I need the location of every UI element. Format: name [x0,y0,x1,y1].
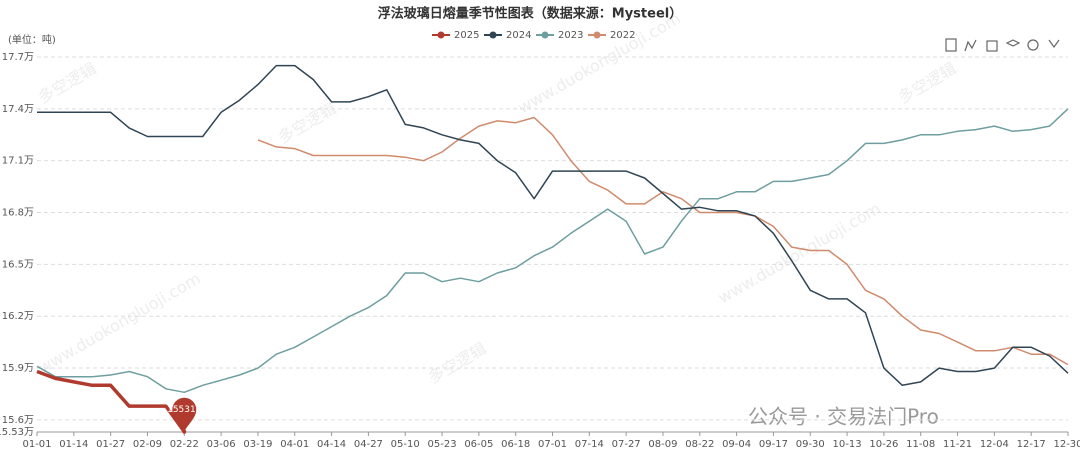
x-tick-label: 12-17 [1017,439,1046,450]
x-tick-label: 07-14 [575,439,604,450]
legend-dot [593,31,601,39]
x-tick-label: 08-09 [648,439,677,450]
x-tick-label: 11-21 [943,439,972,450]
end-point [182,429,187,434]
x-tick-label: 12-04 [980,439,1009,450]
x-tick-label: 01-01 [22,439,51,450]
tool-save[interactable] [1048,39,1060,49]
watermark: 多空逻辑 [35,59,100,107]
x-tick-label: 03-06 [207,439,236,450]
x-tick-label: 04-14 [317,439,346,450]
series-line [36,108,1069,394]
chart-title: 浮法玻璃日熔量季节性图表（数据来源：Mysteel） [378,6,682,22]
series-line [37,64,1069,387]
watermark: 多空逻辑 [425,339,490,387]
x-tick-label: 04-01 [280,439,309,450]
x-tick-label: 01-27 [96,439,125,450]
y-tick-label: 17.1万 [2,156,34,167]
legend-label: 2023 [558,30,583,41]
y-tick-label: 16.8万 [2,208,34,219]
watermark: 多空逻辑 [895,59,960,107]
x-tick-label: 06-18 [501,439,530,450]
tool-stack[interactable] [1005,39,1021,47]
legend-label: 2022 [610,30,635,41]
x-tick-label: 08-22 [685,439,714,450]
x-tick-label: 02-22 [170,439,199,450]
tool-data-view[interactable] [945,38,957,52]
legend-dot [541,31,549,39]
x-tick-label: 03-19 [243,439,272,450]
watermark: 多空逻辑 [275,99,340,147]
x-tick-label: 09-04 [722,439,751,450]
y-tick-label: 15.9万 [2,363,34,374]
x-tick-label: 02-09 [133,439,162,450]
x-tick-label: 05-10 [391,439,420,450]
x-tick-label: 12-30 [1053,439,1080,450]
watermarks: 多空逻辑 www.duokongluoji.com 多空逻辑 www.duokongl… [35,9,960,429]
y-tick-label: 16.2万 [2,311,34,322]
pin-label: 155318 [167,405,202,415]
y-tick-label: 15.6万 [2,415,34,426]
x-tick-label: 07-01 [538,439,567,450]
series-line [36,369,186,433]
x-tick-label: 11-08 [906,439,935,450]
tool-bar[interactable] [986,40,998,52]
x-tick-label: 10-26 [869,439,898,450]
x-tick-label: 10-13 [833,439,862,450]
y-tick-label: 17.7万 [2,52,34,63]
tool-line[interactable] [964,39,977,52]
watermark: www.duokongluoji.com [515,9,684,118]
watermark-account: 公众号 · 交易法门Pro [748,405,939,429]
pin-marker [172,397,197,432]
tool-restore[interactable] [1027,39,1039,51]
y-tick-label: 17.4万 [2,104,34,115]
watermark: www.duokongluoji.com [35,269,204,378]
legend-label: 2024 [506,30,531,41]
x-tick-label: 06-05 [464,439,493,450]
legend-label: 2025 [454,30,479,41]
x-tick-label: 04-27 [354,439,383,450]
y-tick-label: 15.53万 [0,427,34,438]
y-tick-label: 16.5万 [2,259,34,270]
series-line [257,116,1069,366]
legend-dot [437,31,445,39]
legend-dot [489,31,497,39]
x-tick-label: 05-23 [428,439,457,450]
watermark: www.duokongluoji.com [715,199,884,308]
toolbox[interactable] [945,38,1060,52]
unit-label: (单位：吨) [8,33,56,46]
x-tick-label: 01-14 [59,439,88,450]
x-tick-label: 09-30 [796,439,825,450]
x-tick-label: 09-17 [759,439,788,450]
x-tick-label: 07-27 [612,439,641,450]
